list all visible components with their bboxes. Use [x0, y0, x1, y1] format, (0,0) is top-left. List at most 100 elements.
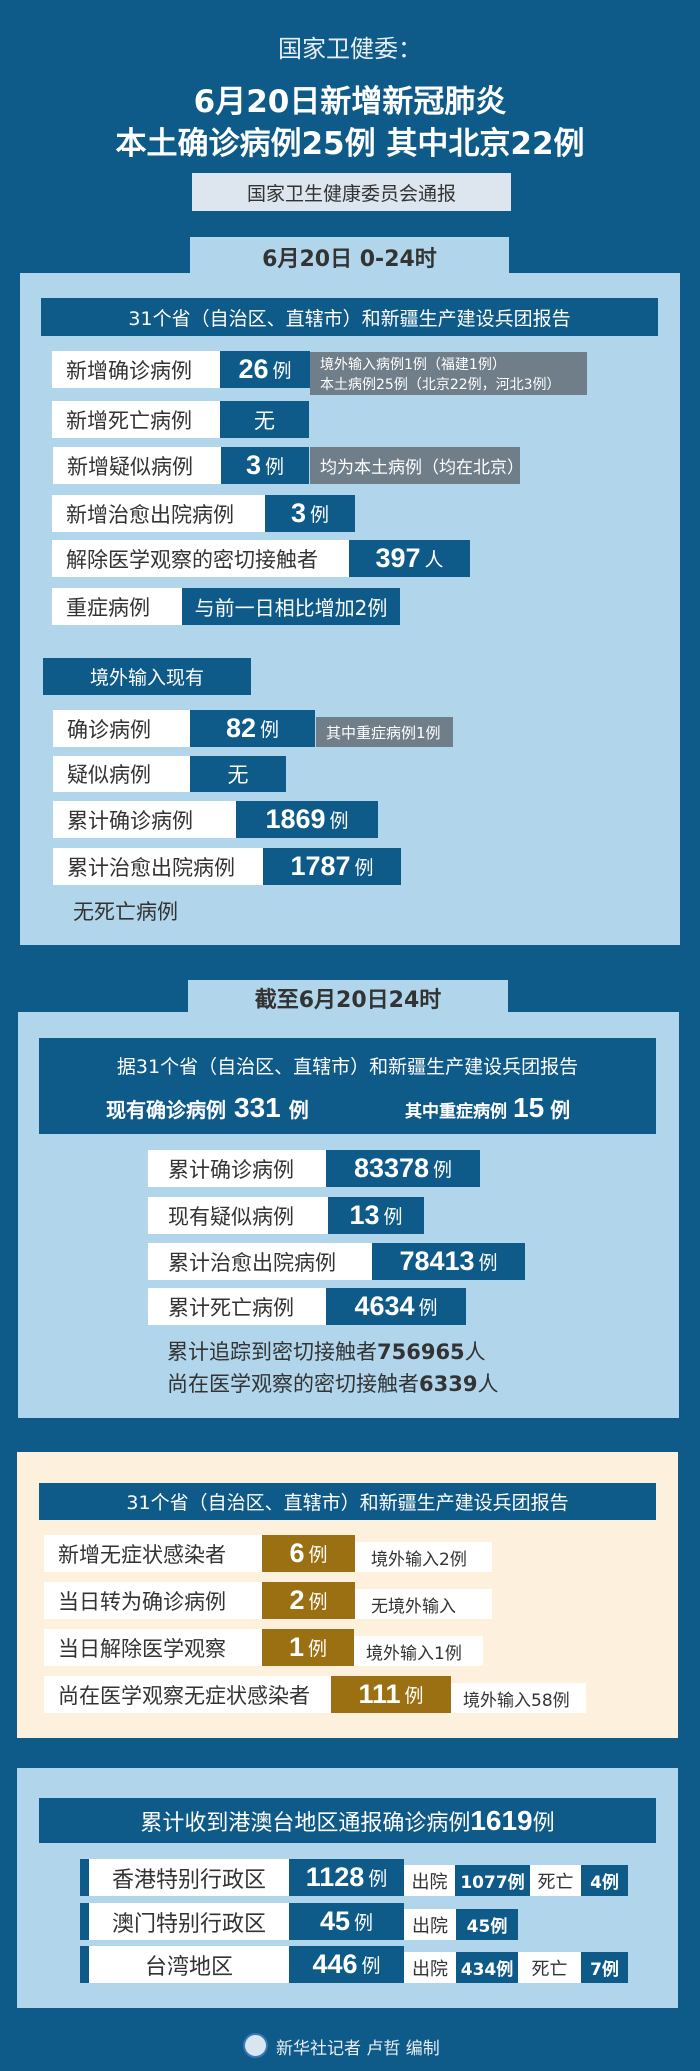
unit: 例 [260, 719, 280, 741]
discharged-value: 45例 [456, 1909, 518, 1940]
unit: 例 [368, 1868, 388, 1890]
value: 15 [513, 1092, 545, 1123]
row-note: 其中重症病例1例 [316, 717, 453, 747]
row-label: 确诊病例 [53, 710, 190, 747]
summary-line: 据31个省（自治区、直辖市）和新疆生产建设兵团报告 [116, 1055, 579, 1078]
page-title-line1: 6月20日新增新冠肺炎 [193, 83, 507, 120]
row-label: 累计确诊病例 [53, 801, 236, 838]
row-label: 香港特别行政区 [89, 1859, 289, 1896]
row-note: 境外输入1例 [354, 1636, 483, 1666]
row-label: 新增无症状感染者 [44, 1535, 262, 1572]
unit: 人 [464, 1340, 486, 1364]
value: 45 [319, 1906, 351, 1936]
header-subtitle: 国家卫健委： [278, 34, 422, 63]
row-label: 尚在医学观察无症状感染者 [44, 1676, 331, 1713]
value: 446 [312, 1949, 358, 1979]
row-value: 446 例 [289, 1946, 404, 1983]
discharged-label: 出院 [404, 1909, 456, 1940]
label: 尚在医学观察的密切接触者 [167, 1372, 419, 1396]
unit: 例 [272, 360, 292, 382]
value: 26 [238, 354, 269, 384]
unit: 例 [308, 1638, 328, 1660]
row-value: 26 例 [220, 351, 310, 388]
label: 累计追踪到密切接触者 [167, 1340, 377, 1364]
row-value: 78413 例 [372, 1243, 525, 1280]
unit: 例 [478, 1252, 498, 1274]
discharged-label: 出院 [404, 1865, 455, 1896]
discharged-label: 出院 [404, 1952, 456, 1983]
note-line: 境外输入病例1例（福建1例） [320, 356, 506, 373]
row-value: 82 例 [190, 710, 315, 747]
row-label: 台湾地区 [89, 1946, 289, 1983]
value: 3 [290, 498, 306, 528]
row-note: 境外输入58例 [451, 1683, 586, 1713]
note-line: 均为本土病例（均在北京） [320, 458, 524, 478]
hmt-total-bar: 累计收到港澳台地区通报确诊病例 1619 例 [39, 1798, 656, 1843]
row-value: 4634 例 [326, 1288, 466, 1325]
row-label: 重症病例 [52, 588, 182, 625]
unit: 例 [310, 504, 330, 526]
value: 6339 [419, 1372, 478, 1396]
value: 4634 [354, 1291, 415, 1321]
footer-credit: 新华社记者 卢哲 编制 [276, 2039, 440, 2059]
daily-tab: 6月20日 0-24时 [190, 237, 509, 277]
row-note: 均为本土病例（均在北京） [310, 447, 524, 484]
row-value: 无 [190, 756, 286, 792]
daily-report-bar: 31个省（自治区、直辖市）和新疆生产建设兵团报告 [41, 298, 658, 336]
row-label: 疑似病例 [53, 756, 190, 792]
no-death-note: 无死亡病例 [73, 900, 178, 924]
value: 397 [375, 543, 421, 573]
row-note: 境外输入2例 [355, 1542, 492, 1572]
value: 1128 [305, 1862, 365, 1892]
value: 1787 [290, 851, 351, 881]
death-value: 7例 [581, 1952, 628, 1983]
unit: 例 [354, 1912, 374, 1934]
row-value: 397 人 [349, 540, 470, 577]
unit: 例 [308, 1544, 328, 1566]
label: 累计收到港澳台地区通报确诊病例 [140, 1810, 471, 1836]
row-value: 与前一日相比增加2例 [182, 588, 400, 625]
value: 1619 [470, 1804, 533, 1836]
unit: 例 [354, 857, 374, 879]
row-label: 新增治愈出院病例 [52, 495, 265, 532]
row-value: 无 [220, 401, 309, 438]
unit: 人 [424, 549, 444, 571]
note-line: 本土病例25例（北京22例，河北3例） [320, 376, 561, 393]
row-value: 1869 例 [236, 801, 378, 838]
unit: 例 [329, 810, 349, 832]
row-value: 45 例 [289, 1903, 404, 1940]
row-label: 当日转为确诊病例 [44, 1582, 262, 1619]
row-label: 解除医学观察的密切接触者 [52, 540, 349, 577]
traced-contacts: 累计追踪到密切接触者756965人 [167, 1336, 486, 1366]
row-label: 新增确诊病例 [52, 351, 220, 388]
death-label: 死亡 [518, 1952, 581, 1983]
unit: 例 [418, 1297, 438, 1319]
row-label: 累计确诊病例 [148, 1150, 326, 1187]
label: 现有确诊病例 [106, 1098, 226, 1122]
cumulative-tab: 截至6月20日24时 [188, 980, 508, 1016]
unit: 例 [383, 1206, 403, 1228]
row-label: 新增疑似病例 [53, 447, 221, 484]
unit: 例 [550, 1098, 571, 1122]
death-label: 死亡 [530, 1865, 581, 1896]
note-line: 其中重症病例1例 [326, 723, 441, 742]
row-value: 83378 例 [326, 1150, 480, 1187]
row-label: 现有疑似病例 [148, 1197, 328, 1234]
row-marker [80, 1903, 89, 1940]
unit: 例 [404, 1685, 424, 1707]
asymptomatic-report-bar: 31个省（自治区、直辖市）和新疆生产建设兵团报告 [39, 1483, 656, 1520]
unit: 例 [532, 1810, 555, 1836]
current-confirmed: 现有确诊病例 331 例 [106, 1092, 309, 1124]
row-label: 当日解除医学观察 [44, 1629, 262, 1666]
value: 82 [225, 713, 257, 743]
row-note: 境外输入病例1例（福建1例） 本土病例25例（北京22例，河北3例） [310, 352, 587, 395]
xinhua-logo-icon [243, 2033, 268, 2058]
row-marker [80, 1946, 89, 1983]
unit: 例 [265, 456, 285, 478]
source-label: 国家卫生健康委员会通报 [192, 173, 511, 211]
unit: 例 [361, 1955, 381, 1977]
